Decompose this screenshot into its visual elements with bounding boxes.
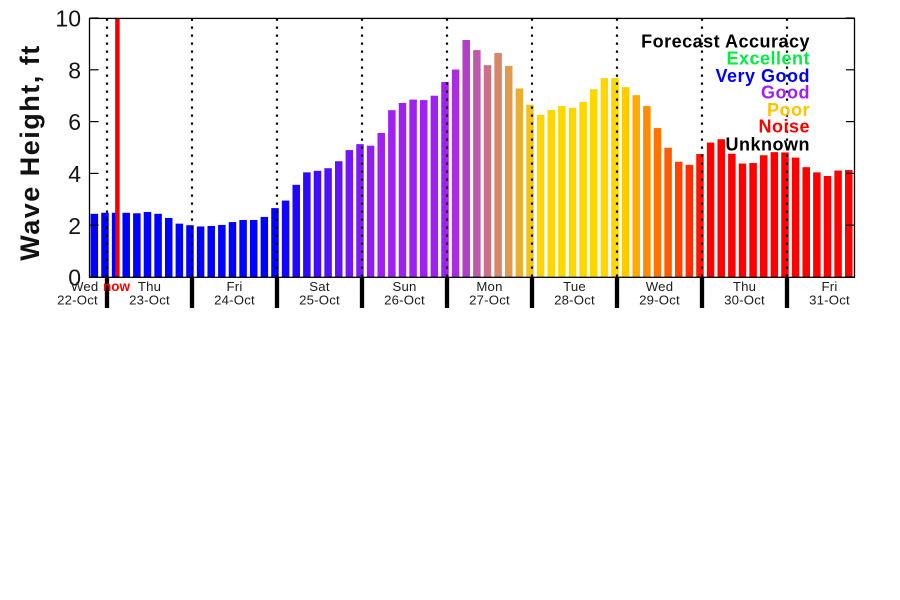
svg-text:Wed: Wed: [646, 279, 673, 294]
svg-text:25-Oct: 25-Oct: [299, 293, 340, 308]
svg-text:Fri: Fri: [227, 279, 243, 294]
svg-text:0: 0: [68, 265, 81, 291]
svg-text:2: 2: [68, 213, 81, 239]
svg-text:Sun: Sun: [392, 279, 416, 294]
svg-text:6: 6: [68, 109, 81, 135]
svg-text:8: 8: [68, 57, 81, 83]
svg-text:Mon: Mon: [476, 279, 502, 294]
svg-text:10: 10: [55, 6, 81, 32]
svg-text:Noise: Noise: [758, 116, 810, 136]
svg-text:28-Oct: 28-Oct: [554, 293, 595, 308]
svg-text:Tue: Tue: [563, 279, 586, 294]
svg-text:Very Good: Very Good: [715, 66, 810, 86]
svg-text:Sat: Sat: [309, 279, 330, 294]
svg-text:Wave Height, ft: Wave Height, ft: [15, 44, 45, 261]
svg-text:Thu: Thu: [138, 279, 161, 294]
svg-text:24-Oct: 24-Oct: [214, 293, 255, 308]
svg-text:Forecast Accuracy: Forecast Accuracy: [641, 32, 810, 52]
svg-text:now: now: [103, 279, 130, 294]
svg-text:29-Oct: 29-Oct: [639, 293, 680, 308]
svg-text:Poor: Poor: [767, 100, 810, 120]
svg-text:4: 4: [68, 161, 81, 187]
svg-text:30-Oct: 30-Oct: [724, 293, 765, 308]
svg-text:Fri: Fri: [822, 279, 838, 294]
svg-text:Excellent: Excellent: [726, 49, 810, 69]
svg-text:23-Oct: 23-Oct: [129, 293, 170, 308]
svg-text:26-Oct: 26-Oct: [384, 293, 425, 308]
svg-text:Unknown: Unknown: [726, 134, 811, 154]
svg-text:27-Oct: 27-Oct: [469, 293, 510, 308]
svg-text:22-Oct: 22-Oct: [57, 293, 98, 308]
svg-text:31-Oct: 31-Oct: [809, 293, 850, 308]
svg-text:Good: Good: [761, 83, 810, 103]
svg-text:Wed: Wed: [71, 279, 98, 294]
svg-text:Thu: Thu: [733, 279, 756, 294]
